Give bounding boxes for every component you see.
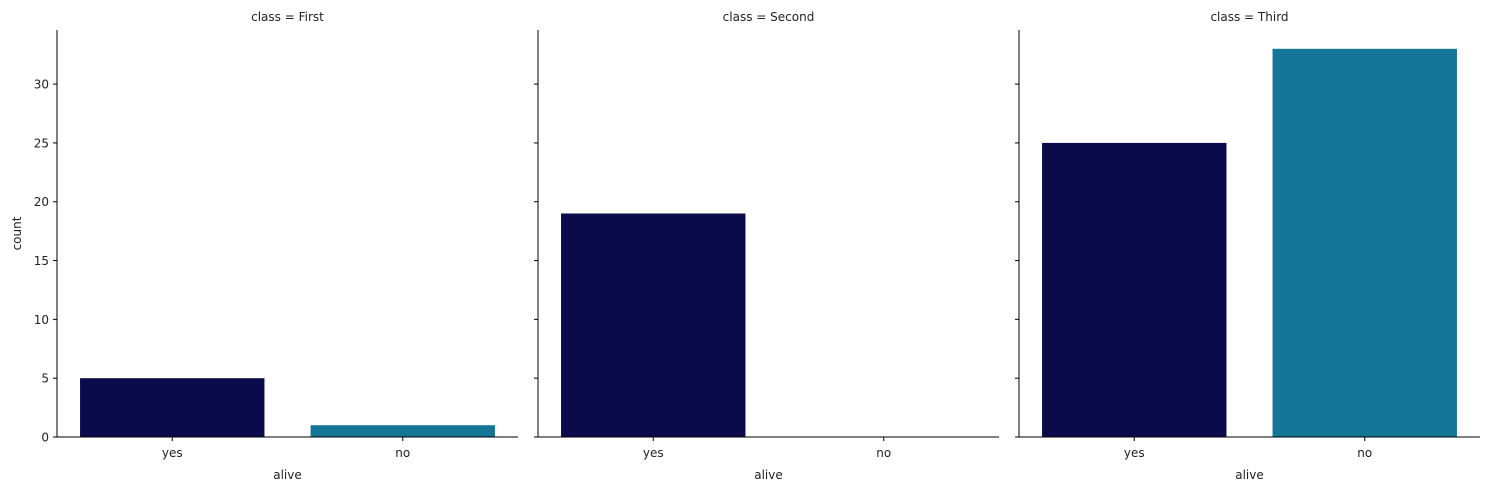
panel-title: class = Third xyxy=(1210,10,1288,24)
bar-yes xyxy=(1042,142,1227,437)
x-tick-label: no xyxy=(395,446,410,460)
panel-title: class = Second xyxy=(723,10,815,24)
x-axis-label: alive xyxy=(1235,468,1264,482)
x-tick-label: no xyxy=(876,446,891,460)
x-tick-label: yes xyxy=(1124,446,1145,460)
x-tick-label: yes xyxy=(643,446,664,460)
x-axis-label: alive xyxy=(754,468,783,482)
y-tick-label: 5 xyxy=(41,372,49,386)
x-axis-label: alive xyxy=(273,468,302,482)
bar-yes xyxy=(561,213,746,437)
y-tick-label: 25 xyxy=(34,136,49,150)
y-tick-label: 30 xyxy=(34,78,49,92)
y-tick-label: 10 xyxy=(34,313,49,327)
y-axis-label: count xyxy=(10,216,24,250)
y-tick-label: 0 xyxy=(41,431,49,445)
y-tick-label: 20 xyxy=(34,195,49,209)
bar-yes xyxy=(80,378,265,437)
bar-no xyxy=(310,425,495,437)
x-tick-label: no xyxy=(1357,446,1372,460)
panel-title: class = First xyxy=(251,10,324,24)
bar-no xyxy=(1272,48,1457,438)
x-tick-label: yes xyxy=(162,446,183,460)
y-tick-label: 15 xyxy=(34,254,49,268)
